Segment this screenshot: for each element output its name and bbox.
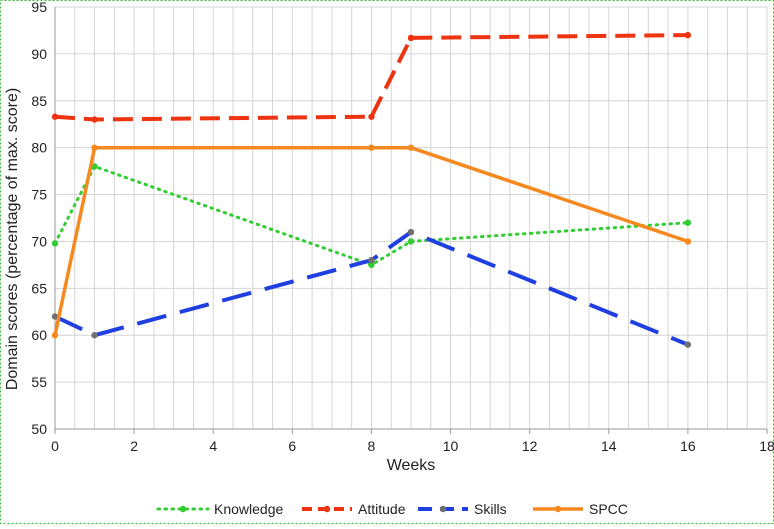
data-point: [407, 144, 415, 151]
data-point: [91, 332, 98, 339]
y-tick-label: 65: [31, 280, 47, 296]
x-tick-label: 12: [522, 438, 538, 454]
data-point: [407, 238, 415, 245]
legend-label: SPCC: [589, 501, 628, 517]
y-tick-label: 85: [31, 93, 47, 109]
y-tick-label: 70: [31, 233, 47, 249]
legend-marker: [179, 505, 187, 513]
data-point: [368, 257, 375, 264]
data-point: [91, 144, 98, 151]
y-axis-title: Domain scores (percentage of max. score): [4, 88, 21, 390]
data-point: [684, 219, 692, 226]
legend-label: Skills: [474, 501, 507, 517]
legend-label: Attitude: [358, 501, 406, 517]
legend-marker: [439, 505, 447, 513]
legend-item-skills: Skills: [418, 501, 507, 517]
x-tick-label: 2: [130, 438, 138, 454]
data-point: [51, 313, 59, 320]
y-tick-label: 50: [31, 421, 47, 437]
data-point: [368, 113, 375, 120]
legend-item-attitude: Attitude: [302, 501, 406, 517]
data-point: [684, 341, 692, 348]
x-tick-label: 14: [601, 438, 617, 454]
data-point: [684, 31, 692, 39]
y-tick-label: 90: [31, 46, 47, 62]
data-point: [51, 113, 59, 120]
data-point: [407, 34, 415, 42]
legend-marker: [554, 505, 562, 513]
x-tick-label: 18: [759, 438, 774, 454]
y-tick-label: 55: [31, 374, 47, 390]
legend-item-knowledge: Knowledge: [156, 501, 283, 517]
data-point: [51, 240, 59, 247]
data-point: [407, 228, 415, 236]
x-tick-label: 10: [443, 438, 459, 454]
series-attitude: [51, 31, 692, 123]
legend-label: Knowledge: [214, 501, 283, 517]
x-axis-title: Weeks: [387, 457, 436, 474]
legend-item-spcc: SPCC: [533, 501, 628, 517]
y-tick-label: 95: [31, 0, 47, 15]
series-knowledge: [51, 163, 692, 269]
x-tick-label: 0: [51, 438, 59, 454]
data-point: [91, 163, 98, 170]
data-point: [368, 261, 375, 269]
x-tick-label: 6: [288, 438, 296, 454]
x-tick-label: 8: [368, 438, 376, 454]
data-point: [684, 238, 692, 245]
series-spcc: [51, 144, 692, 339]
legend: Knowledge Attitude Skills SPCC: [156, 501, 628, 517]
y-tick-label: 75: [31, 187, 47, 203]
y-tick-label: 60: [31, 327, 47, 343]
series-skills: [51, 228, 692, 348]
legend-marker: [323, 505, 331, 513]
data-point: [51, 332, 59, 339]
tick-labels: 0 2 4 6 8 10 12 14 16 18 50 55 60 65 70 75 80 85 90 95: [31, 0, 774, 454]
series-group: [51, 31, 692, 348]
series-line-attitude: [54, 33, 688, 122]
x-tick-label: 16: [680, 438, 696, 454]
data-point: [91, 116, 98, 123]
x-tick-label: 4: [209, 438, 217, 454]
grid: [54, 6, 768, 430]
y-tick-label: 80: [31, 140, 47, 156]
data-point: [368, 144, 375, 151]
axes: [54, 7, 768, 434]
